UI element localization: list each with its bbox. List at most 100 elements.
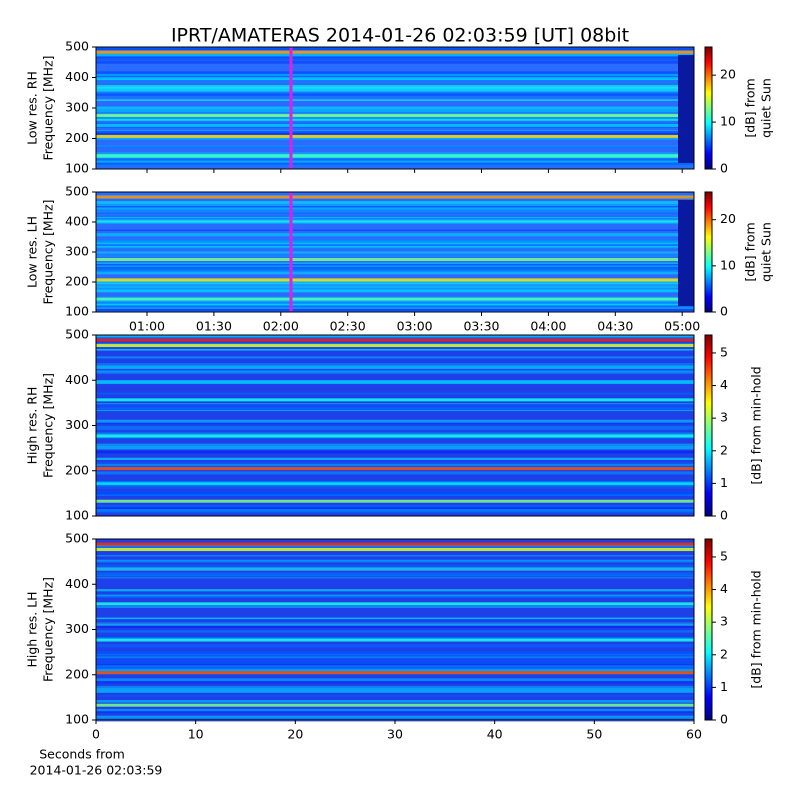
spectrogram-band bbox=[96, 703, 694, 707]
spectrogram-texture bbox=[96, 137, 694, 140]
spectrogram-texture bbox=[96, 700, 694, 703]
y-tick-label: 400 bbox=[65, 214, 89, 229]
spectrogram-texture bbox=[96, 643, 694, 648]
spectrogram-texture bbox=[96, 289, 694, 292]
spectrogram-texture bbox=[96, 656, 694, 659]
x-tick-label: 50 bbox=[586, 727, 602, 742]
spectrogram-texture bbox=[96, 555, 694, 557]
spectrogram-texture bbox=[96, 577, 694, 579]
spectrogram-texture bbox=[96, 157, 694, 161]
y-tick-label: 400 bbox=[65, 372, 89, 387]
colorbar-tick-label: 20 bbox=[720, 211, 736, 226]
colorbar bbox=[704, 538, 713, 721]
spectrogram-texture bbox=[96, 56, 694, 60]
colorbar bbox=[704, 191, 713, 313]
spectrogram-texture bbox=[96, 715, 694, 718]
colorbar-tick-label: 0 bbox=[720, 508, 728, 523]
spectrogram-texture bbox=[96, 206, 694, 209]
spectrogram-band bbox=[96, 258, 694, 261]
spectrogram-band bbox=[96, 398, 694, 402]
spectrogram-texture bbox=[96, 348, 694, 351]
spectrogram-band bbox=[96, 467, 694, 471]
spectrogram-texture bbox=[96, 381, 694, 384]
y-tick-label: 200 bbox=[65, 462, 89, 477]
y-tick-label: 400 bbox=[65, 576, 89, 591]
spectrogram-texture bbox=[96, 210, 694, 214]
spectrogram-texture bbox=[96, 302, 694, 304]
spectrogram-texture bbox=[96, 107, 694, 111]
spectrogram-texture bbox=[96, 462, 694, 466]
spectrogram-texture bbox=[96, 432, 694, 436]
colorbar bbox=[704, 334, 713, 517]
spectrogram-texture bbox=[96, 74, 694, 76]
spectrogram-texture bbox=[96, 124, 694, 128]
spectrogram-texture bbox=[96, 229, 694, 231]
chart-title: IPRT/AMATERAS 2014-01-26 02:03:59 [UT] 0… bbox=[171, 25, 629, 47]
y-axis-label: High res. RH bbox=[25, 387, 40, 465]
colorbar-label: quiet Sun bbox=[759, 222, 774, 282]
spectrogram-texture bbox=[96, 438, 694, 440]
y-axis-label: Frequency [MHz] bbox=[41, 577, 56, 682]
spectrogram-texture bbox=[96, 92, 694, 96]
spectrogram-band bbox=[96, 134, 694, 138]
spectrogram-band bbox=[96, 671, 694, 675]
y-axis-label: Low res. RH bbox=[25, 71, 40, 145]
x-tick-label: 30 bbox=[387, 727, 403, 742]
spectrogram-texture bbox=[96, 685, 694, 689]
x-tick-label: 01:00 bbox=[129, 319, 165, 334]
spectrogram-texture bbox=[96, 510, 694, 514]
colorbar-label: [dB] from min-hold bbox=[749, 570, 764, 688]
x-axis-label: Seconds from bbox=[39, 747, 125, 762]
spectrogram-texture bbox=[96, 443, 694, 447]
spectrogram-texture bbox=[96, 285, 694, 289]
spectrogram-texture bbox=[96, 207, 694, 210]
spectrogram-texture bbox=[96, 152, 694, 155]
x-tick-label: 05:00 bbox=[664, 319, 700, 334]
spectrogram-texture bbox=[96, 596, 694, 599]
spectrogram-texture bbox=[96, 145, 694, 147]
y-tick-label: 100 bbox=[65, 304, 89, 319]
colorbar-tick-label: 4 bbox=[720, 377, 728, 392]
spectrogram-texture bbox=[96, 109, 694, 113]
y-axis-label: Low res. LH bbox=[25, 216, 40, 288]
spectrogram-texture bbox=[96, 658, 694, 660]
spectrogram-texture bbox=[96, 560, 694, 563]
spectrogram-texture bbox=[96, 106, 694, 108]
spectrogram-texture bbox=[96, 567, 694, 571]
spectrogram-texture bbox=[96, 691, 694, 693]
spectrogram-texture bbox=[96, 422, 694, 424]
spectrogram-texture bbox=[96, 130, 694, 135]
spectrogram-texture bbox=[96, 594, 694, 597]
y-tick-label: 100 bbox=[65, 712, 89, 727]
y-axis-label: High res. LH bbox=[25, 591, 40, 667]
colorbar-tick-label: 5 bbox=[720, 344, 728, 359]
spectrogram-texture bbox=[96, 650, 694, 654]
colorbar-label: quiet Sun bbox=[759, 78, 774, 138]
spectrogram-texture bbox=[96, 119, 694, 121]
spectrogram-band bbox=[96, 154, 694, 158]
spectrogram-band bbox=[96, 114, 694, 118]
spectrogram-texture bbox=[96, 403, 694, 405]
colorbar-tick-label: 0 bbox=[720, 712, 728, 727]
spectrogram-texture bbox=[96, 212, 694, 214]
spectrogram-texture bbox=[96, 491, 694, 495]
x-tick-label: 02:00 bbox=[263, 319, 299, 334]
y-tick-label: 500 bbox=[65, 531, 89, 546]
y-tick-label: 200 bbox=[65, 274, 89, 289]
spectrogram-texture bbox=[96, 408, 694, 411]
spectrogram-texture bbox=[96, 244, 694, 247]
spectrogram-texture bbox=[96, 163, 694, 167]
spectrogram-texture bbox=[96, 251, 694, 254]
y-tick-label: 100 bbox=[65, 161, 89, 176]
spectrogram-texture bbox=[96, 457, 694, 461]
spectrogram-band bbox=[96, 434, 694, 438]
spectrogram-texture bbox=[96, 81, 694, 84]
x-tick-label: 01:30 bbox=[196, 319, 232, 334]
spectrogram-texture bbox=[96, 481, 694, 485]
y-tick-label: 300 bbox=[65, 417, 89, 432]
y-tick-label: 500 bbox=[65, 327, 89, 342]
spectrogram-texture bbox=[96, 659, 694, 662]
colorbar-tick-label: 2 bbox=[720, 442, 728, 457]
spectrogram-texture bbox=[96, 678, 694, 682]
